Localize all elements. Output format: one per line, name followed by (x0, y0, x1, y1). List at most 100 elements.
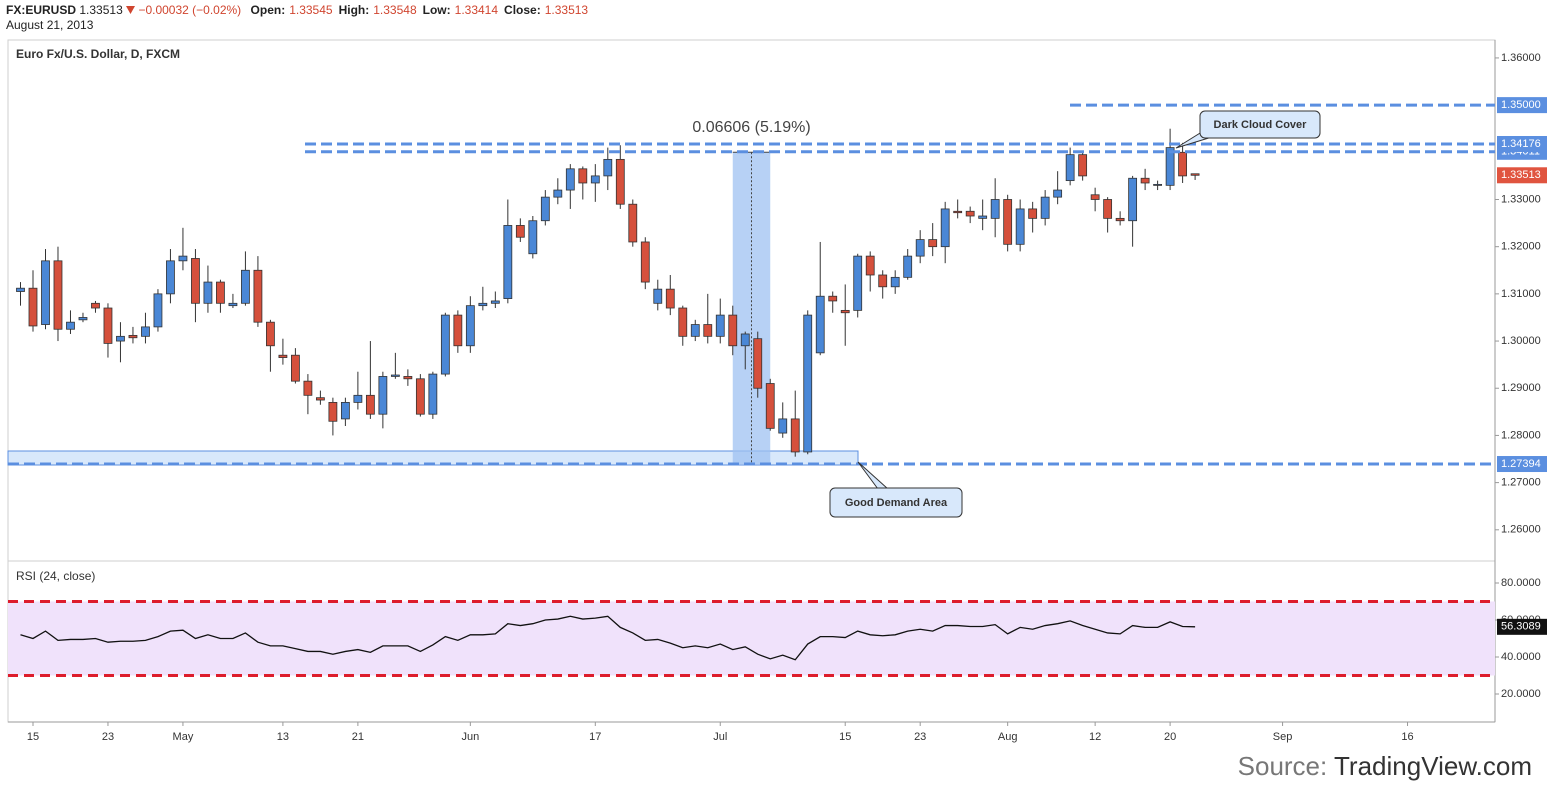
field-value: 1.33414 (454, 3, 499, 17)
candle-body (515, 225, 525, 238)
level-badge-label: 1.35000 (1501, 99, 1541, 111)
candle-body (990, 199, 1000, 219)
y-tick-label: 1.26000 (1501, 524, 1541, 536)
rsi-badge (1497, 618, 1547, 635)
candle-body (728, 314, 738, 347)
candle-body (1115, 217, 1125, 222)
candle-body (1128, 177, 1138, 222)
rsi-y-tick-label: 80.0000 (1501, 577, 1541, 589)
callout-text: Good Demand Area (845, 497, 948, 509)
candle-body (253, 269, 263, 323)
x-tick-label: 21 (352, 731, 364, 743)
candle-body (478, 302, 488, 307)
candle-body (1090, 194, 1100, 200)
candle-body (740, 333, 750, 347)
candle-body (141, 326, 150, 337)
y-tick-label: 1.29000 (1501, 382, 1541, 394)
candle-body (953, 210, 963, 214)
candle-body (528, 220, 538, 255)
candle-body (403, 376, 413, 380)
candle-body (915, 239, 925, 257)
candle-body (1015, 208, 1025, 245)
candle-body (715, 314, 725, 337)
candle-body (116, 335, 125, 342)
candle-body (328, 401, 338, 422)
x-tick-label: May (173, 731, 194, 743)
y-tick-label: 1.36000 (1501, 52, 1541, 64)
candle-body (865, 255, 875, 276)
candle-body (1178, 151, 1188, 177)
candle-body (1153, 183, 1163, 186)
y-tick-label: 1.30000 (1501, 335, 1541, 347)
x-tick-label: 12 (1089, 731, 1101, 743)
rsi-line (20, 615, 1196, 661)
candle-body (765, 383, 775, 429)
candle-body (415, 378, 425, 415)
candle-body (1165, 147, 1175, 186)
candle-body (241, 269, 250, 304)
x-tick-label: Sep (1273, 731, 1293, 743)
source-prefix: Source: (1238, 751, 1328, 781)
candle-body (903, 255, 913, 278)
last-badge-label: 1.33513 (1501, 169, 1541, 181)
x-tick-label: 13 (277, 731, 289, 743)
field-value: 1.33548 (373, 3, 417, 17)
candle-body (390, 374, 400, 377)
candle-body (853, 255, 863, 311)
candle-body (503, 225, 513, 299)
candle-body (778, 418, 788, 434)
candle-body (1003, 199, 1013, 245)
y-tick-label: 1.33000 (1501, 193, 1541, 205)
candle-body (66, 321, 75, 330)
level-badge (1497, 97, 1547, 114)
last-badge (1497, 167, 1547, 184)
candle-body (228, 302, 238, 307)
candle-body (940, 208, 950, 248)
source-site: TradingView.com (1334, 751, 1532, 781)
candle-body (28, 287, 38, 327)
candle-body (678, 307, 688, 337)
candle-body (440, 314, 450, 375)
candle-body (16, 287, 25, 292)
candle-body (1078, 154, 1088, 177)
rsi-y-tick-label: 40.0000 (1501, 651, 1541, 663)
candle-body (1053, 189, 1063, 198)
candle-body (278, 354, 288, 358)
candle-body (353, 394, 363, 403)
candle-body (428, 373, 438, 415)
candle-body (166, 260, 175, 295)
candle-body (453, 314, 463, 347)
y-tick-label: 1.27000 (1501, 477, 1541, 489)
field-label: Close: (504, 3, 541, 17)
x-tick-label: 15 (839, 731, 851, 743)
candle-body (378, 376, 388, 415)
callout-text: Dark Cloud Cover (1214, 119, 1308, 131)
candle-body (216, 281, 225, 304)
candle-body (1065, 154, 1075, 182)
candle-body (590, 175, 600, 184)
candle-body (690, 324, 700, 337)
candle-body (603, 158, 613, 177)
y-tick-label: 1.32000 (1501, 241, 1541, 253)
x-tick-label: 16 (1401, 731, 1413, 743)
candle-body (840, 309, 850, 314)
rsi-label: RSI (24, close) (16, 569, 95, 583)
candle-body (553, 189, 563, 198)
candle-body (191, 258, 200, 304)
source: Source: TradingView.com (1238, 751, 1532, 781)
x-tick-label: 23 (102, 731, 114, 743)
rsi-y-tick-label: 20.0000 (1501, 688, 1541, 700)
level-badge-label: 1.27394 (1501, 458, 1541, 470)
candle-body (291, 354, 300, 382)
rsi-band (8, 601, 1495, 676)
measure-label: 0.06606 (5.19%) (692, 119, 810, 136)
change: −0.00032 (−0.02%) (138, 3, 242, 17)
down-arrow (126, 6, 136, 14)
candle-body (303, 380, 313, 396)
candle-body (490, 300, 500, 304)
candle-body (628, 203, 638, 243)
candle-body (1190, 173, 1200, 176)
symbol: FX:EURUSD (6, 3, 77, 17)
candle-body (965, 210, 975, 217)
